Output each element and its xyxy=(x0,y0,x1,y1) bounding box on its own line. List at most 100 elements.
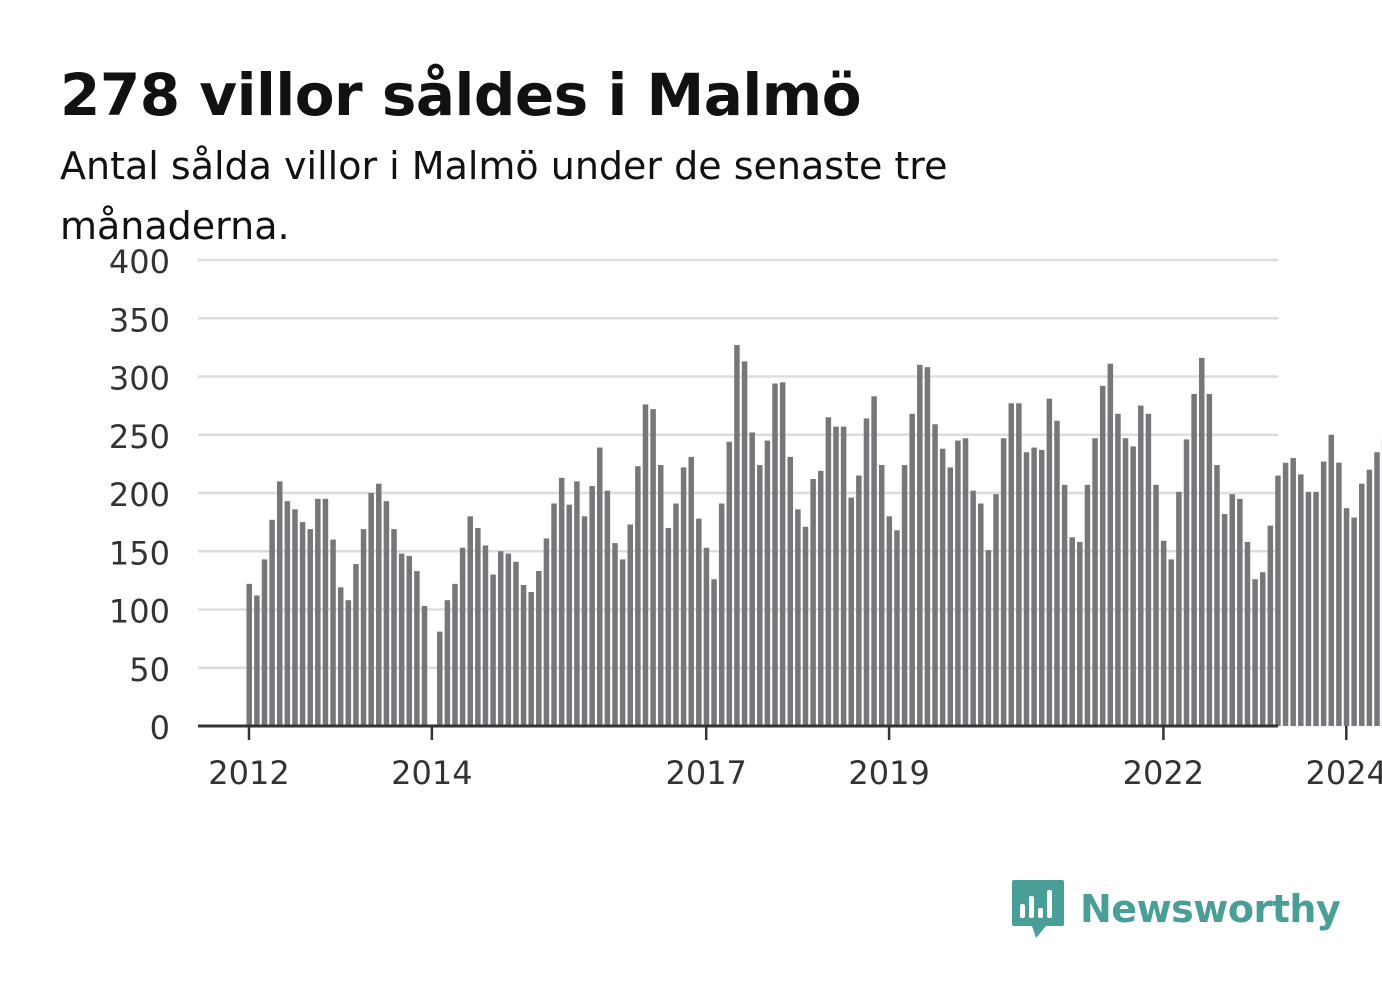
bar xyxy=(1320,461,1327,726)
bar xyxy=(437,631,443,726)
bar xyxy=(635,466,641,726)
bar xyxy=(604,490,611,726)
bar xyxy=(1298,474,1304,726)
bar xyxy=(307,529,313,726)
bar xyxy=(848,497,854,726)
bar xyxy=(1351,517,1357,726)
bar xyxy=(878,465,885,726)
x-tick-label: 2019 xyxy=(848,754,929,792)
bar xyxy=(1199,357,1205,726)
bar xyxy=(1282,462,1289,726)
bar xyxy=(619,559,626,726)
bar xyxy=(909,413,915,726)
bar xyxy=(757,465,763,726)
bar xyxy=(246,583,252,726)
bar xyxy=(886,516,893,726)
bar xyxy=(322,498,329,726)
bar xyxy=(703,547,710,726)
y-tick-label: 300 xyxy=(109,360,170,398)
bar xyxy=(398,553,405,726)
bar xyxy=(856,475,862,726)
bar xyxy=(421,606,428,726)
bar xyxy=(589,486,595,726)
bar xyxy=(315,498,321,726)
bar xyxy=(833,426,839,726)
bar xyxy=(505,553,512,726)
bar xyxy=(665,527,672,726)
bar xyxy=(360,529,367,726)
x-tick-label: 2012 xyxy=(208,754,289,792)
y-tick-label: 0 xyxy=(150,709,170,747)
bar xyxy=(467,516,473,726)
bar xyxy=(657,465,664,726)
bar xyxy=(574,481,580,726)
bar xyxy=(1183,439,1190,726)
bar xyxy=(1160,540,1167,726)
bar xyxy=(284,501,291,726)
bar xyxy=(520,585,527,726)
bar xyxy=(558,477,565,726)
y-tick-label: 200 xyxy=(109,476,170,514)
bar xyxy=(1138,405,1144,727)
y-tick-label: 250 xyxy=(109,418,170,456)
bar xyxy=(1366,469,1373,726)
bar xyxy=(353,564,359,726)
bar xyxy=(939,448,946,726)
bar xyxy=(581,516,588,726)
bar xyxy=(292,509,298,726)
bar xyxy=(444,600,451,726)
bar xyxy=(779,382,786,726)
bar xyxy=(947,467,954,726)
bar xyxy=(1244,541,1251,726)
x-axis-labels: 2012 2014 2017 2019 2022 2024 xyxy=(208,726,1382,792)
bar xyxy=(818,470,824,726)
bar xyxy=(406,555,413,726)
bar xyxy=(642,404,649,726)
bar xyxy=(680,467,687,726)
bar xyxy=(970,490,976,726)
bar xyxy=(475,527,481,726)
bar xyxy=(718,503,725,726)
bar xyxy=(269,519,275,726)
bar xyxy=(1336,462,1342,726)
bar xyxy=(254,595,260,726)
y-tick-label: 400 xyxy=(109,243,170,281)
bar xyxy=(711,579,717,726)
x-tick-label: 2017 xyxy=(665,754,746,792)
bar xyxy=(1214,465,1220,726)
bar xyxy=(299,522,306,727)
brand-name: Newsworthy xyxy=(1080,887,1341,931)
bar xyxy=(459,547,466,726)
bar xyxy=(1168,559,1175,726)
bar xyxy=(1046,398,1053,726)
bar xyxy=(741,361,748,726)
bars xyxy=(246,345,1382,727)
bar xyxy=(1016,403,1022,726)
bar xyxy=(978,503,984,726)
bar xyxy=(1328,434,1335,726)
bar xyxy=(688,456,694,726)
x-tick-label: 2024 xyxy=(1306,754,1382,792)
bar xyxy=(1054,420,1060,726)
x-tick-label: 2014 xyxy=(391,754,472,792)
bar xyxy=(1252,579,1258,726)
bar xyxy=(955,440,961,726)
bar xyxy=(962,438,969,726)
bar xyxy=(536,571,542,726)
bar xyxy=(337,587,344,726)
bar xyxy=(985,550,992,726)
bar xyxy=(1313,491,1319,726)
bar xyxy=(1107,363,1114,726)
newsworthy-logo-icon xyxy=(1012,880,1064,938)
bar xyxy=(1153,484,1159,726)
bar xyxy=(764,440,771,726)
bar xyxy=(1229,494,1235,726)
bar xyxy=(1077,541,1083,726)
bar xyxy=(513,561,519,726)
chart-title: 278 villor såldes i Malmö xyxy=(60,61,862,129)
bar xyxy=(383,501,390,726)
bar xyxy=(772,383,778,726)
y-tick-label: 350 xyxy=(109,301,170,339)
bar xyxy=(1115,413,1121,726)
